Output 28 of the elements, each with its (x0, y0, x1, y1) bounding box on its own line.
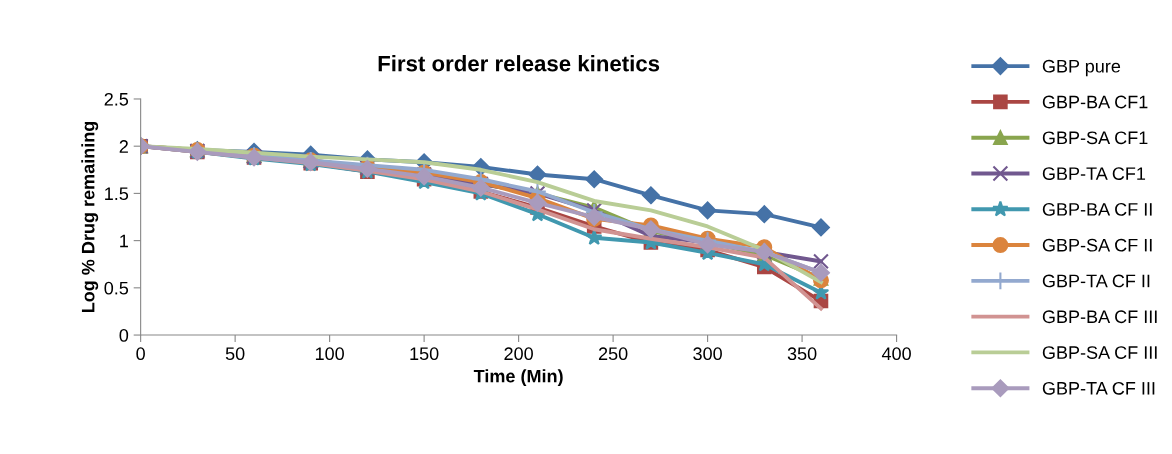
x-tick-label: 400 (881, 347, 911, 361)
chart-title: First order release kinetics (378, 55, 660, 72)
y-tick-label: 1 (120, 234, 128, 248)
legend-label: GBP-TA CF1 (1042, 167, 1146, 180)
legend-label: GBP-BA CF II (1042, 202, 1152, 216)
x-tick-label: 50 (225, 347, 245, 361)
legend-label: GBP-TA CF III (1042, 381, 1155, 395)
x-axis-title: Time (Min) (473, 369, 563, 387)
legend-label: GBP-SA CF1 (1042, 131, 1148, 145)
x-tick-label: 300 (693, 347, 722, 361)
legend-label: GBP-BA CF III (1042, 310, 1157, 324)
y-tick-label: 2 (119, 140, 128, 153)
y-tick-label: 0.5 (104, 281, 129, 295)
y-axis-title: Log % Drug remaining (81, 121, 99, 313)
legend-label: GBP-BA CF1 (1042, 95, 1148, 109)
y-tick-label: 1.5 (105, 187, 129, 201)
legend-label: GBP-SA CF II (1042, 238, 1152, 252)
x-tick-label: 250 (598, 347, 628, 361)
legend-label: GBP-SA CF III (1042, 346, 1157, 359)
x-tick-label: 150 (410, 347, 439, 361)
x-tick-label: 100 (315, 347, 344, 361)
legend-label: GBP-TA CF II (1042, 274, 1150, 288)
x-tick-label: 350 (787, 347, 817, 361)
x-tick-label: 200 (504, 347, 533, 361)
y-tick-label: 0 (119, 328, 129, 342)
y-tick-label: 2.5 (104, 92, 129, 106)
x-tick-label: 0 (136, 347, 145, 361)
legend-label: GBP pure (1042, 59, 1121, 77)
